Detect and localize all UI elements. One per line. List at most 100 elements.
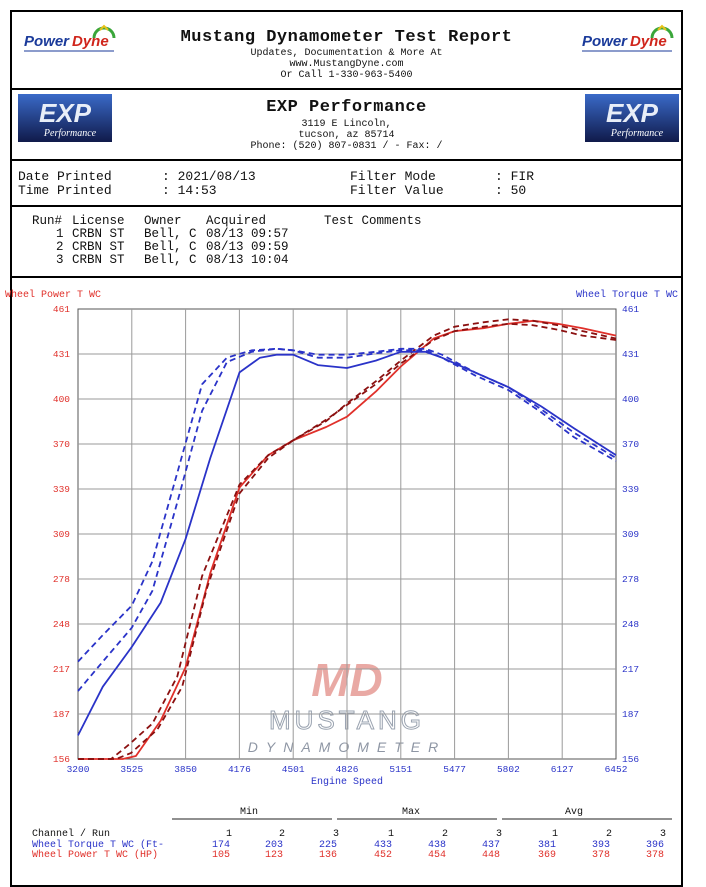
y-right-tick-label: 461: [622, 304, 639, 315]
y-right-tick-label: 187: [622, 709, 639, 720]
x-tick-label: 5477: [443, 764, 466, 775]
run-number: 2: [56, 240, 64, 254]
power-run-2-line: [78, 318, 617, 760]
header-line-1: Updates, Documentation & More At: [250, 48, 443, 59]
dyno-chart: MD MUSTANG DYNAMOMETER 3200 3525 3850 4176 4501…: [0, 278, 706, 798]
summary-cell: 174: [212, 840, 231, 851]
divider: [12, 159, 681, 161]
summary-cell: 437: [482, 840, 501, 851]
divider: [12, 205, 681, 207]
date-printed-value: : 2021/08/13: [162, 169, 256, 184]
torque-run-3-line: [77, 347, 617, 692]
summary-cell: 225: [319, 840, 338, 851]
y-left-tick-label: 217: [53, 664, 70, 675]
power-run-3-line: [78, 322, 617, 760]
run-license: CRBN ST: [72, 227, 125, 241]
summary-group-max: Max: [402, 807, 421, 818]
summary-row-label: Wheel Torque T WC (Ft-: [32, 840, 165, 851]
svg-text:Dyne: Dyne: [630, 33, 667, 50]
exp-logo-icon: EXP Performance: [585, 94, 679, 142]
watermark-text: MUSTANG: [269, 705, 425, 735]
divider: [12, 88, 681, 90]
runs-header-run: Run#: [32, 214, 63, 228]
summary-run-number: 3: [333, 829, 340, 840]
run-owner: Bell, C: [144, 227, 197, 241]
right-axis-label: Wheel Torque T WC: [576, 289, 678, 301]
time-printed-label: Time Printed: [18, 183, 112, 198]
summary-cell: 381: [538, 840, 557, 851]
summary-run-number: 3: [660, 829, 667, 840]
svg-text:Performance: Performance: [610, 128, 664, 139]
y-left-tick-label: 461: [53, 304, 70, 315]
exp-logo-icon: EXP Performance: [18, 94, 112, 142]
x-tick-label: 3525: [120, 764, 143, 775]
runs-header-comments: Test Comments: [324, 214, 422, 228]
summary-row-label: Wheel Power T WC (HP): [32, 850, 159, 861]
summary-run-number: 3: [496, 829, 503, 840]
y-left-tick-label: 339: [53, 484, 70, 495]
x-tick-label: 4501: [282, 764, 305, 775]
y-right-tick-label: 217: [622, 664, 639, 675]
x-tick-label: 4176: [228, 764, 251, 775]
summary-run-number: 2: [279, 829, 286, 840]
header-line-3: Or Call 1-330-963-5400: [280, 70, 413, 81]
summary-cell: 203: [265, 840, 284, 851]
report-title: Mustang Dynamometer Test Report: [180, 28, 513, 47]
report-header: Mustang Dynamometer Test Report Updates,…: [12, 28, 681, 81]
summary-cell: 393: [592, 840, 611, 851]
run-owner: Bell, C: [144, 240, 197, 254]
summary-cell: 396: [646, 840, 665, 851]
header-line-2: www.MustangDyne.com: [289, 59, 404, 70]
summary-cell: 369: [538, 850, 557, 861]
shop-phone: Phone: (520) 807-0831 / - Fax: /: [250, 141, 443, 152]
exp-logo-right: EXP Performance: [585, 94, 679, 142]
y-right-tick-label: 339: [622, 484, 639, 495]
torque-run-1-line: [77, 350, 617, 736]
summary-group-rules: [172, 818, 672, 820]
left-axis-label: Wheel Power T WC: [5, 289, 101, 301]
y-right-tick-label: 156: [622, 754, 639, 765]
shop-name: EXP Performance: [266, 98, 427, 117]
y-left-tick-label: 400: [53, 394, 70, 405]
x-tick-label: 3850: [174, 764, 197, 775]
run-number: 3: [56, 253, 64, 267]
runs-header-acquired: Acquired: [206, 214, 267, 228]
run-number: 1: [56, 227, 64, 241]
summary-cell: 378: [646, 850, 665, 861]
y-right-tick-label: 248: [622, 619, 639, 630]
summary-run-number: 1: [388, 829, 395, 840]
shop-block: EXP Performance 3119 E Lincoln, tucson, …: [12, 98, 681, 152]
summary-run-number: 1: [226, 829, 233, 840]
summary-group-min: Min: [240, 807, 259, 818]
watermark-subtext: DYNAMOMETER: [248, 739, 446, 755]
shop-address-1: 3119 E Lincoln,: [301, 119, 392, 130]
svg-text:Power: Power: [24, 33, 70, 50]
y-left-tick-label: 309: [53, 529, 70, 540]
powerdyne-logo-icon: Power Dyne: [582, 24, 674, 52]
summary-table: Min Max Avg Channel / Run 1 2 3 1 2 3 1 2 3 Wheel…: [12, 807, 685, 867]
summary-cell: 433: [374, 840, 393, 851]
summary-cell: 136: [319, 850, 338, 861]
summary-group-avg: Avg: [565, 807, 584, 818]
y-left-tick-label: 278: [53, 574, 70, 585]
svg-text:EXP: EXP: [39, 98, 92, 128]
summary-channel-header: Channel / Run: [32, 829, 111, 840]
time-printed-value: : 14:53: [162, 183, 217, 198]
y-left-tick-label: 431: [53, 349, 70, 360]
summary-run-number: 2: [442, 829, 449, 840]
y-left-tick-label: 370: [53, 439, 70, 450]
y-right-tick-label: 309: [622, 529, 639, 540]
run-license: CRBN ST: [72, 253, 125, 267]
summary-run-number: 1: [552, 829, 559, 840]
runs-header-owner: Owner: [144, 214, 182, 228]
runs-header-license: License: [72, 214, 125, 228]
divider: [12, 276, 681, 278]
x-tick-label: 3200: [67, 764, 90, 775]
run-acquired: 08/13 09:59: [206, 240, 289, 254]
powerdyne-logo-right: Power Dyne: [578, 24, 678, 60]
summary-cell: 454: [428, 850, 447, 861]
filter-mode-label: Filter Mode: [350, 169, 436, 184]
y-right-tick-label: 431: [622, 349, 639, 360]
y-right-tick-label: 278: [622, 574, 639, 585]
